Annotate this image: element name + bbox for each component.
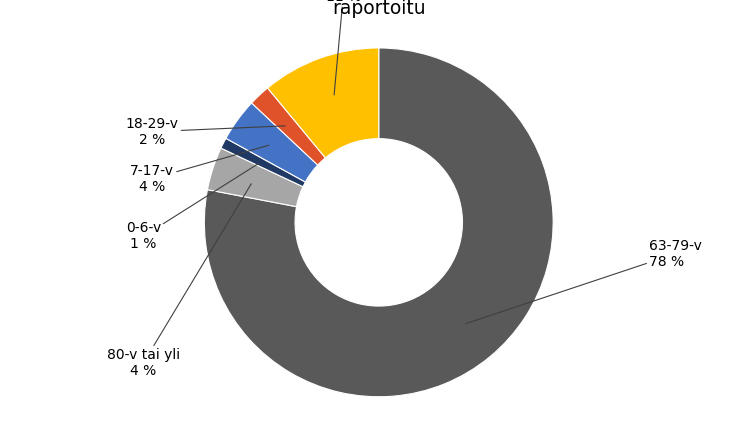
Wedge shape <box>251 88 326 165</box>
Wedge shape <box>208 148 303 207</box>
Text: 18-29-v
2 %: 18-29-v 2 % <box>125 116 285 147</box>
Wedge shape <box>221 138 305 187</box>
Text: 80-v tai yli
4 %: 80-v tai yli 4 % <box>106 184 251 378</box>
Title: Ikäjakauma niiden kohteiden osalta, joissa ikäjakauma on
raportoitu: Ikäjakauma niiden kohteiden osalta, jois… <box>108 0 650 18</box>
Wedge shape <box>204 48 554 397</box>
Wedge shape <box>268 48 379 158</box>
Text: 0-6-v
1 %: 0-6-v 1 % <box>126 164 258 252</box>
Text: 30-62-v
11 %: 30-62-v 11 % <box>317 0 370 95</box>
Wedge shape <box>226 103 318 182</box>
Text: 7-17-v
4 %: 7-17-v 4 % <box>130 145 268 194</box>
Text: 63-79-v
78 %: 63-79-v 78 % <box>466 238 702 324</box>
